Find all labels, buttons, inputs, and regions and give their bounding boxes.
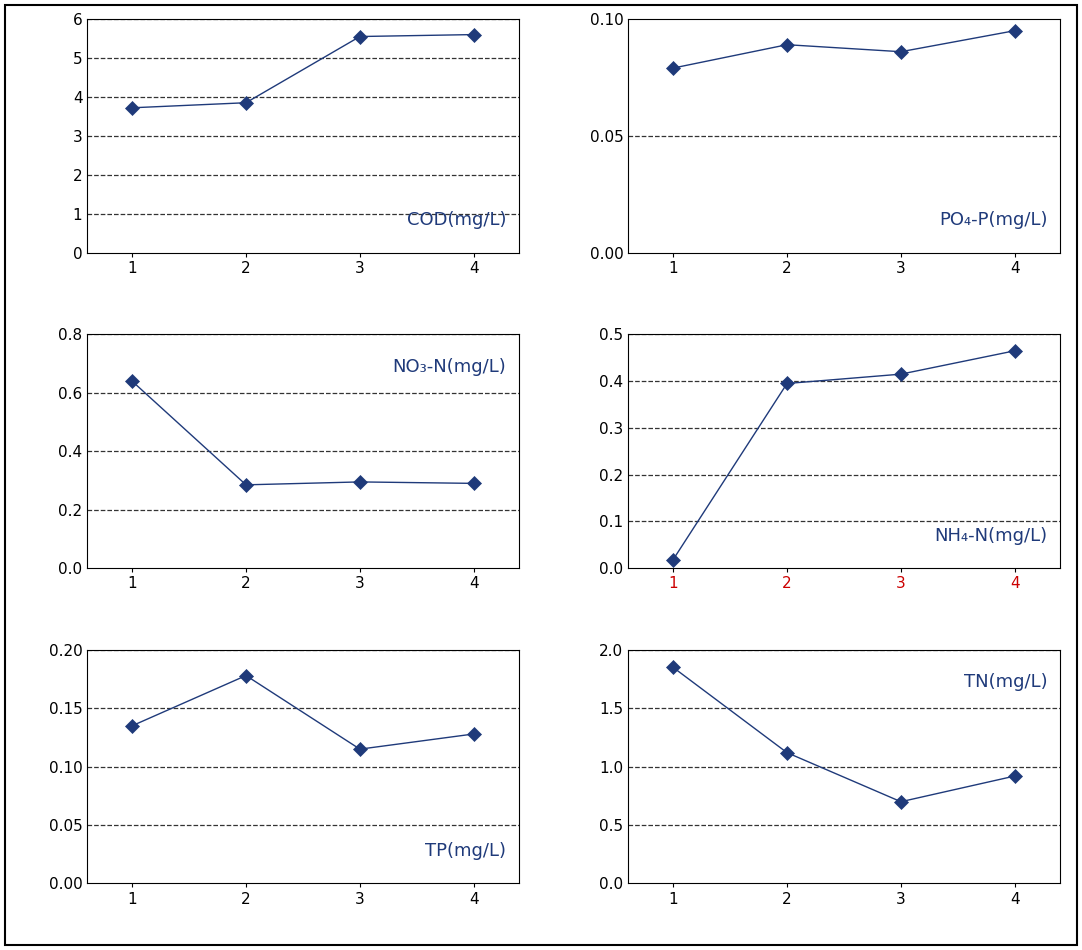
Text: PO₄-P(mg/L): PO₄-P(mg/L) — [939, 211, 1047, 229]
Text: TP(mg/L): TP(mg/L) — [425, 842, 506, 860]
Text: COD(mg/L): COD(mg/L) — [407, 211, 506, 229]
Text: TN(mg/L): TN(mg/L) — [964, 674, 1047, 692]
Text: NO₃-N(mg/L): NO₃-N(mg/L) — [393, 358, 506, 376]
Text: NH₄-N(mg/L): NH₄-N(mg/L) — [934, 526, 1047, 544]
